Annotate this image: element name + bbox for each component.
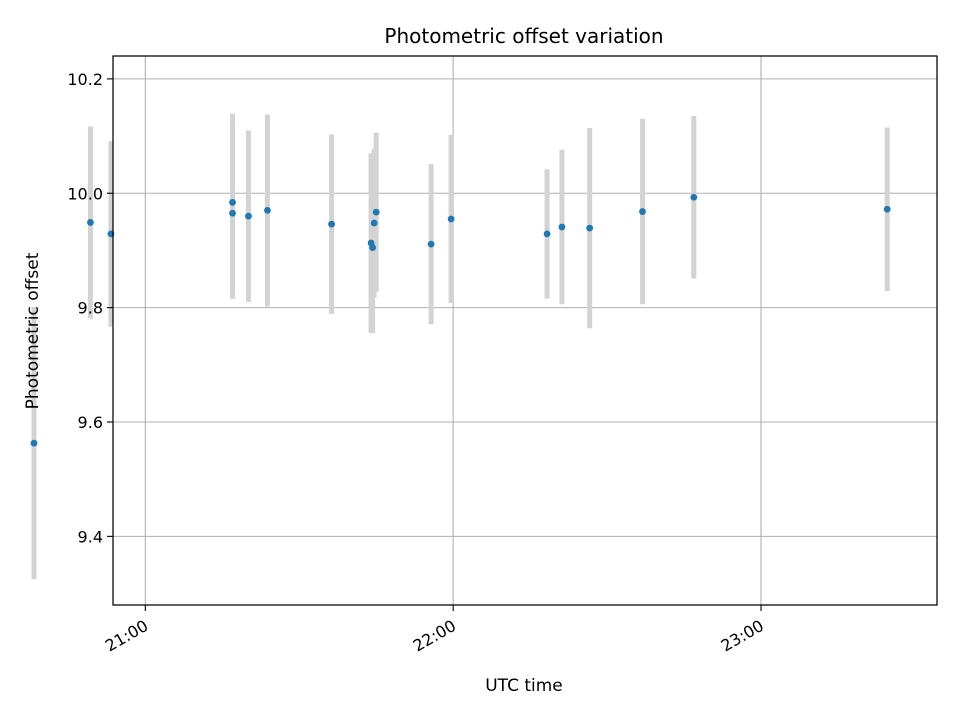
data-point [586, 224, 594, 232]
data-point [245, 212, 252, 220]
y-tick-label: 9.6 [78, 413, 103, 432]
y-axis-ticks: 9.4 9.6 9.8 10.0 10.2 [67, 70, 113, 546]
data-point [87, 219, 94, 226]
chart-title: Photometric offset variation [384, 24, 663, 48]
data-point [558, 223, 566, 231]
plot-frame [112, 55, 938, 606]
data-point [690, 193, 698, 201]
data-point [372, 208, 380, 216]
x-axis-label: UTC time [485, 676, 563, 696]
data-point [427, 240, 435, 248]
y-tick-label: 10.2 [67, 70, 103, 89]
data-point [229, 199, 236, 206]
data-point [543, 230, 551, 238]
y-tick-label: 10.0 [67, 184, 103, 203]
data-point [229, 209, 236, 217]
data-points [30, 193, 891, 447]
data-point [369, 244, 377, 251]
data-point [264, 207, 271, 214]
data-point [370, 219, 378, 227]
data-point [30, 439, 38, 447]
y-tick-label: 9.4 [78, 527, 103, 546]
y-tick-label: 9.8 [78, 299, 103, 318]
data-point [328, 220, 335, 228]
y-axis-label: Photometric offset [23, 252, 43, 409]
data-point [639, 208, 646, 215]
data-point [883, 205, 891, 213]
data-point [447, 215, 455, 223]
